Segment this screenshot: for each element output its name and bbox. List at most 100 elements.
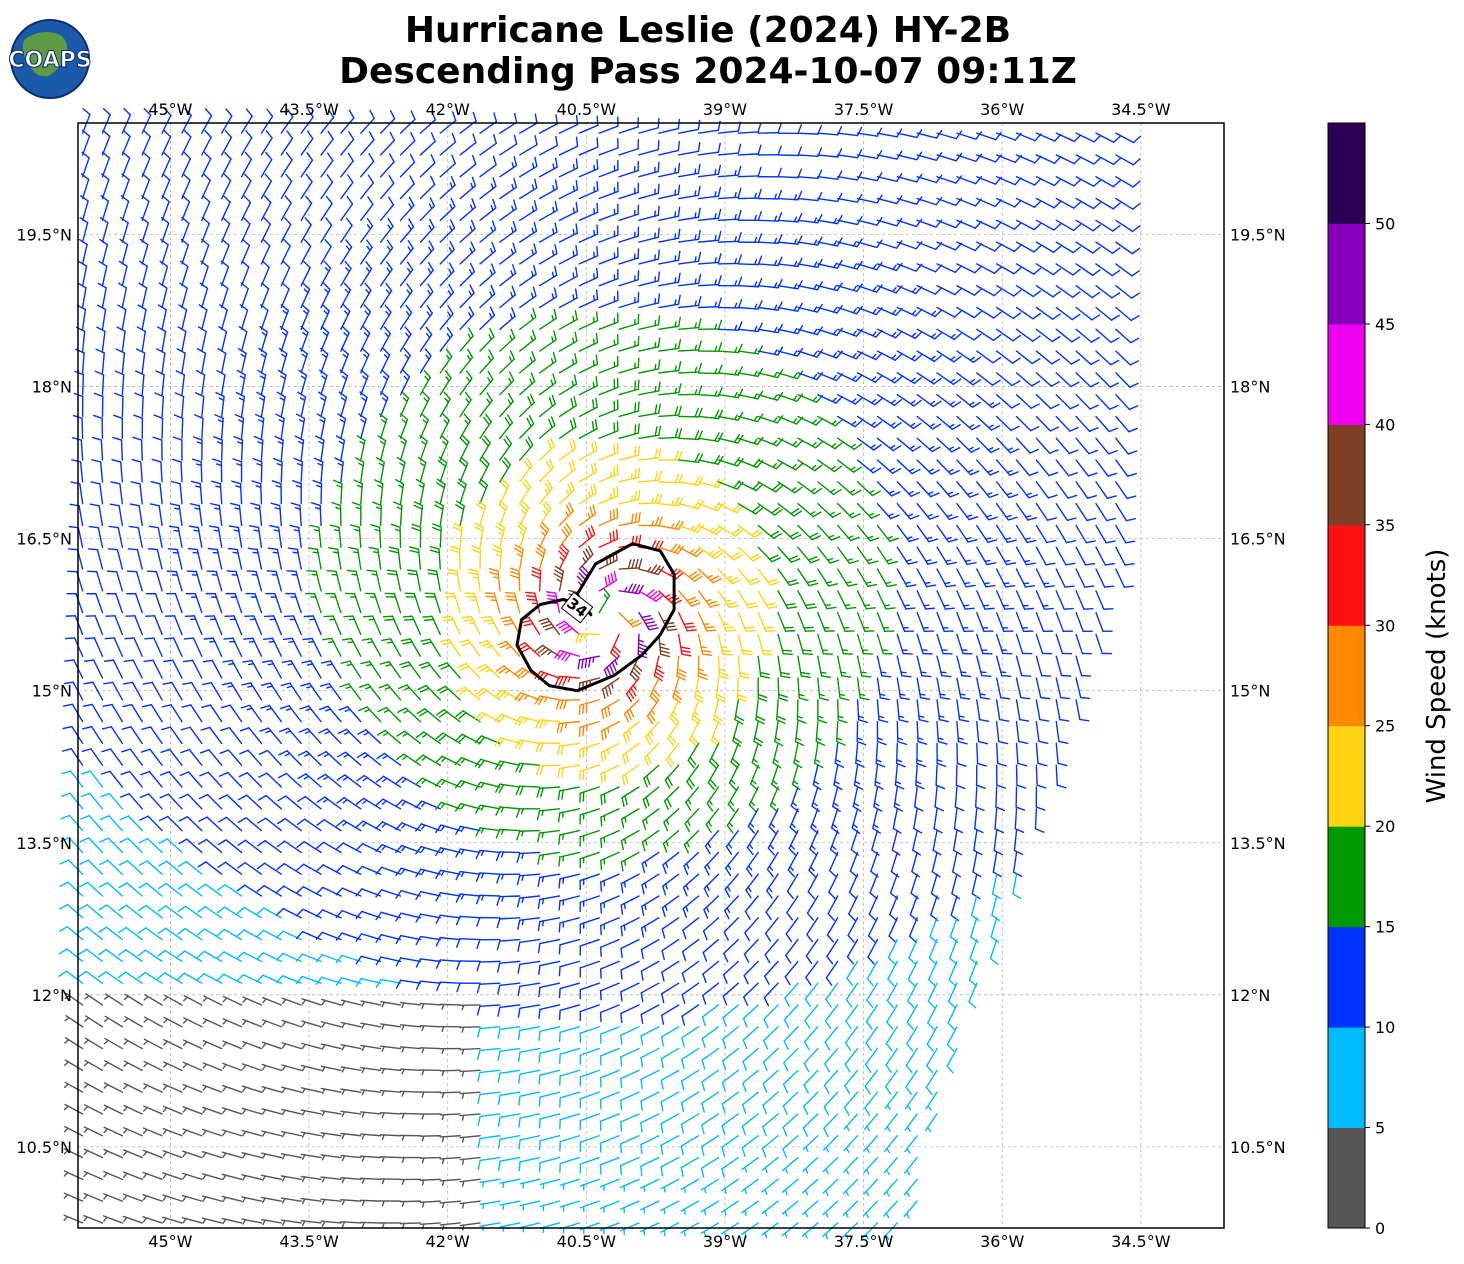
wind-barb: [240, 108, 253, 134]
wind-barb: [930, 873, 940, 900]
wind-barb: [598, 203, 619, 222]
wind-barb: [388, 546, 402, 570]
wind-barb: [600, 742, 620, 763]
wind-barb: [538, 179, 558, 200]
wind-barb: [536, 786, 561, 798]
wind-barb: [646, 699, 660, 725]
wind-barb: [814, 742, 824, 769]
wind-barb: [914, 786, 924, 812]
wind-barb: [477, 1091, 501, 1104]
wind-barb: [419, 1200, 441, 1208]
wind-barb: [916, 152, 943, 161]
wind-barb: [722, 982, 740, 1006]
wind-barb: [968, 960, 978, 987]
wind-barb: [419, 1113, 441, 1120]
wind-barb: [907, 960, 918, 987]
wind-barb: [836, 305, 863, 315]
wind-barb: [90, 481, 104, 505]
wind-barb: [640, 1135, 660, 1155]
wind-barb: [707, 764, 720, 791]
wind-barb: [762, 1091, 779, 1115]
wind-barb: [269, 524, 283, 548]
wind-barb: [535, 543, 547, 570]
wind-barb: [600, 851, 620, 871]
wind-barb: [797, 258, 823, 269]
wind-barb: [265, 592, 283, 614]
lon-tick-label-top: 40.5°W: [557, 100, 617, 119]
wind-barb: [274, 435, 284, 461]
wind-barb: [1115, 328, 1140, 344]
wind-barb: [578, 440, 598, 461]
wind-barb: [974, 808, 984, 834]
wind-barb: [261, 1108, 283, 1115]
wind-barb: [153, 414, 164, 439]
wind-barb: [638, 139, 660, 156]
wind-barb: [622, 720, 640, 744]
wind-barb: [620, 873, 640, 894]
wind-barb: [74, 370, 85, 396]
wind-barb: [173, 414, 184, 439]
wind-barb: [143, 1060, 163, 1072]
wind-barb: [300, 217, 312, 243]
wind-barb: [484, 592, 501, 614]
wind-barb: [439, 1113, 461, 1121]
wind-barb: [817, 699, 828, 724]
wind-barb: [717, 524, 744, 537]
wind-barb: [276, 391, 286, 418]
wind-barb: [618, 445, 640, 461]
wind-barb: [60, 792, 84, 810]
wind-barb: [336, 774, 362, 788]
wind-barb: [459, 639, 481, 657]
wind-barb: [340, 1066, 362, 1073]
wind-barb: [555, 699, 581, 710]
wind-barb: [399, 1178, 422, 1185]
wind-barb: [863, 1178, 879, 1197]
wind-barb: [244, 615, 263, 636]
wind-barb: [236, 929, 263, 941]
wind-barb: [417, 456, 427, 483]
wind-barb: [797, 546, 820, 564]
wind-barb: [1055, 263, 1081, 276]
wind-barb: [864, 1091, 879, 1117]
wind-barb: [435, 936, 461, 947]
wind-barb: [1075, 415, 1099, 433]
wind-barb: [600, 720, 620, 741]
wind-barb: [621, 786, 640, 808]
wind-barb: [254, 413, 265, 439]
wind-barb: [260, 195, 272, 222]
wind-barb: [498, 500, 508, 527]
wind-barb: [558, 895, 581, 911]
wind-barb: [416, 708, 441, 723]
wind-barb: [994, 808, 1004, 834]
wind-barb: [419, 1091, 441, 1098]
wind-barb: [697, 524, 724, 536]
wind-barb: [558, 1026, 581, 1043]
wind-barb: [256, 884, 283, 897]
chart-title: Hurricane Leslie (2024) HY-2B: [405, 10, 1011, 51]
wind-barb: [162, 1061, 183, 1072]
wind-barb: [419, 218, 435, 243]
wind-barb: [103, 1193, 124, 1202]
wind-barb: [876, 240, 903, 249]
wind-barb: [346, 569, 362, 592]
wind-barb: [499, 112, 518, 134]
wind-barb: [475, 872, 501, 882]
wind-barb: [495, 665, 521, 679]
wind-barb: [697, 319, 723, 331]
wind-barb: [558, 960, 581, 977]
wind-barb: [777, 633, 794, 656]
wind-barb: [620, 1004, 640, 1024]
wind-barb: [260, 704, 283, 723]
wind-barb: [159, 771, 183, 788]
wind-barb: [975, 764, 986, 789]
wind-barb: [538, 394, 556, 418]
wind-barb: [459, 1047, 481, 1055]
wind-barb: [777, 611, 796, 632]
wind-barb: [721, 1156, 740, 1179]
wind-barb: [479, 1200, 501, 1210]
wind-barb: [658, 272, 681, 287]
wind-barb: [956, 350, 982, 364]
wind-barb: [459, 262, 476, 287]
wind-barb: [379, 196, 395, 222]
wind-barb: [990, 917, 1000, 943]
